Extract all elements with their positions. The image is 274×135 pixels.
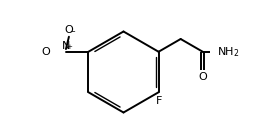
Text: −: − xyxy=(70,28,75,35)
Text: F: F xyxy=(156,96,162,106)
Text: O: O xyxy=(41,47,50,57)
Text: NH$_2$: NH$_2$ xyxy=(217,45,239,59)
Text: O: O xyxy=(65,25,73,35)
Text: N: N xyxy=(62,41,70,51)
Text: +: + xyxy=(66,44,72,50)
Text: O: O xyxy=(198,72,207,82)
